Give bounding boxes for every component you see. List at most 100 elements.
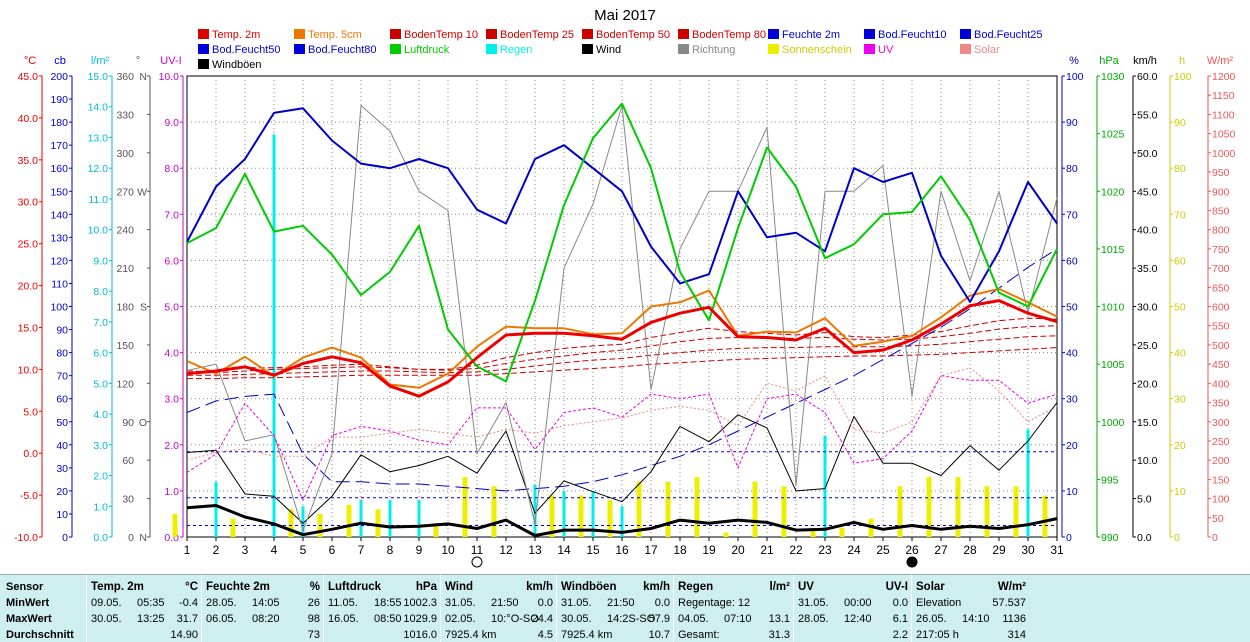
right-axis-unit: % — [1069, 55, 1079, 67]
stat-cell-date: 16.05. — [328, 613, 359, 625]
legend-label: Regen — [500, 44, 532, 56]
row-label: Durchschnitt — [6, 629, 74, 641]
right-axis-tick-label: 15.0 — [1137, 417, 1158, 429]
series-line-windb-en — [186, 504, 1058, 537]
legend-label: Bod.Feucht10 — [878, 29, 947, 41]
right-axis-tick-label: 80 — [1174, 163, 1186, 175]
right-axis-tick-label: 995 — [1101, 474, 1119, 486]
legend-label: Feuchte 2m — [782, 29, 840, 41]
stat-cell-value: 6.1 — [892, 613, 908, 625]
series-line-richtung — [186, 105, 1058, 532]
stat-cell-value: 24.4 — [531, 613, 553, 625]
x-tick-label: 31 — [1050, 543, 1064, 557]
right-axis-tick-label: 700 — [1212, 263, 1230, 275]
bar-sonnenschein — [549, 495, 555, 537]
stat-cell-date: Regentage: 12 — [678, 597, 751, 609]
x-tick-label: 24 — [847, 543, 861, 557]
stat-block-unit: hPa — [415, 581, 437, 593]
x-tick-label: 16 — [615, 543, 629, 557]
x-tick-label: 26 — [905, 543, 919, 557]
legend-label: Wind — [596, 44, 621, 56]
series-line-bodentemp-80 — [187, 347, 1058, 380]
stat-cell-date: 11.05. — [328, 597, 358, 609]
right-axis-tick-label: 10 — [1174, 486, 1186, 498]
stat-cell-time: 14:10 — [962, 613, 990, 625]
bar-sonnenschein — [346, 504, 352, 537]
x-tick-label: 13 — [528, 543, 542, 557]
right-axis-tick-label: 1015 — [1101, 244, 1125, 256]
right-axis-tick-label: 30 — [1066, 394, 1078, 406]
right-axis-tick-label: 30 — [1174, 394, 1186, 406]
stat-cell-value: 1016.0 — [403, 629, 437, 641]
right-axis-unit: W/m² — [1207, 55, 1234, 67]
series-line-wind — [186, 402, 1058, 524]
series-line-solar — [186, 367, 1058, 461]
right-axis-tick-label: 90 — [1066, 117, 1078, 129]
left-axis-tick-label: 10.0 — [88, 225, 109, 237]
stat-block-title: Windböen — [561, 581, 617, 593]
stat-block — [793, 575, 913, 642]
left-axis-tick-label: 1.0 — [164, 486, 179, 498]
stat-cell-value: 98 — [307, 613, 320, 625]
stat-cell-value: 57.9 — [648, 613, 670, 625]
bar-regen — [620, 506, 624, 537]
left-axis-tick-label: 60 — [56, 394, 68, 406]
right-axis-unit: km/h — [1133, 55, 1157, 67]
x-tick-label: 7 — [358, 543, 365, 557]
stat-block-unit: UV-I — [885, 581, 908, 593]
legend-swatch — [390, 29, 401, 39]
bar-sonnenschein — [694, 477, 700, 537]
right-axis-tick-label: 800 — [1212, 225, 1230, 237]
left-axis-compass-label: N — [139, 532, 147, 544]
stat-block-title: Solar — [916, 581, 945, 593]
stat-block-title: Feuchte 2m — [206, 581, 270, 593]
right-axis-tick-label: 5.0 — [1137, 494, 1152, 506]
left-axis-tick-label: 150 — [50, 186, 68, 198]
right-axis-tick-label: 60.0 — [1137, 71, 1158, 83]
stat-cell-date: 31.05. — [798, 597, 829, 609]
bar-sonnenschein — [230, 518, 236, 537]
series-line-bod-feucht10 — [186, 248, 1058, 492]
series-line-bodentemp-50 — [187, 335, 1058, 376]
x-tick-label: 29 — [992, 543, 1006, 557]
left-axis-tick-label: 210 — [116, 263, 134, 275]
legend-swatch — [960, 29, 971, 39]
bar-sonnenschein — [897, 486, 903, 537]
left-axis-tick-label: 80 — [56, 348, 68, 360]
left-axis-tick-label: 120 — [116, 378, 134, 390]
stat-block-unit: l/m² — [769, 581, 790, 593]
bar-regen — [359, 500, 363, 537]
left-axis-tick-label: 190 — [50, 94, 68, 106]
right-axis-tick-label: 950 — [1212, 167, 1230, 179]
right-axis-tick-label: 55.0 — [1137, 109, 1158, 121]
right-axis-tick-label: 60 — [1066, 255, 1078, 267]
legend-label: Windböen — [212, 59, 262, 71]
right-axis-tick-label: 50 — [1212, 513, 1224, 525]
right-axis-tick-label: 1025 — [1101, 129, 1125, 141]
right-axis-tick-label: 1010 — [1101, 302, 1125, 314]
legend-label: BodenTemp 80 — [692, 29, 766, 41]
legend-label: Temp. 5cm — [308, 29, 362, 41]
right-axis-tick-label: 600 — [1212, 302, 1230, 314]
left-axis-tick-label: 5.0 — [164, 302, 179, 314]
left-axis-tick-label: 30 — [56, 463, 68, 475]
stat-cell-time: 14:2S-SO — [607, 613, 656, 625]
right-axis-tick-label: 40 — [1066, 348, 1078, 360]
stat-block-title: Regen — [678, 581, 714, 593]
row-label: Sensor — [6, 581, 44, 593]
left-axis-tick-label: 5.0 — [93, 378, 108, 390]
left-axis-tick-label: 180 — [50, 117, 68, 129]
right-axis-tick-label: 900 — [1212, 186, 1230, 198]
x-tick-label: 4 — [271, 543, 278, 557]
legend-swatch — [294, 44, 305, 54]
stat-cell-date: Gesamt: — [678, 629, 720, 641]
new-moon-icon — [471, 556, 483, 568]
right-axis-tick-label: 1200 — [1212, 71, 1236, 83]
right-axis-tick-label: 30.0 — [1137, 302, 1158, 314]
bar-sonnenschein — [955, 477, 961, 537]
stat-cell-date: 217:05 h — [916, 629, 959, 641]
stat-cell-date: 31.05. — [445, 597, 476, 609]
legend-swatch — [294, 29, 305, 39]
bar-sonnenschein — [781, 486, 787, 537]
right-axis-tick-label: 1050 — [1212, 129, 1236, 141]
